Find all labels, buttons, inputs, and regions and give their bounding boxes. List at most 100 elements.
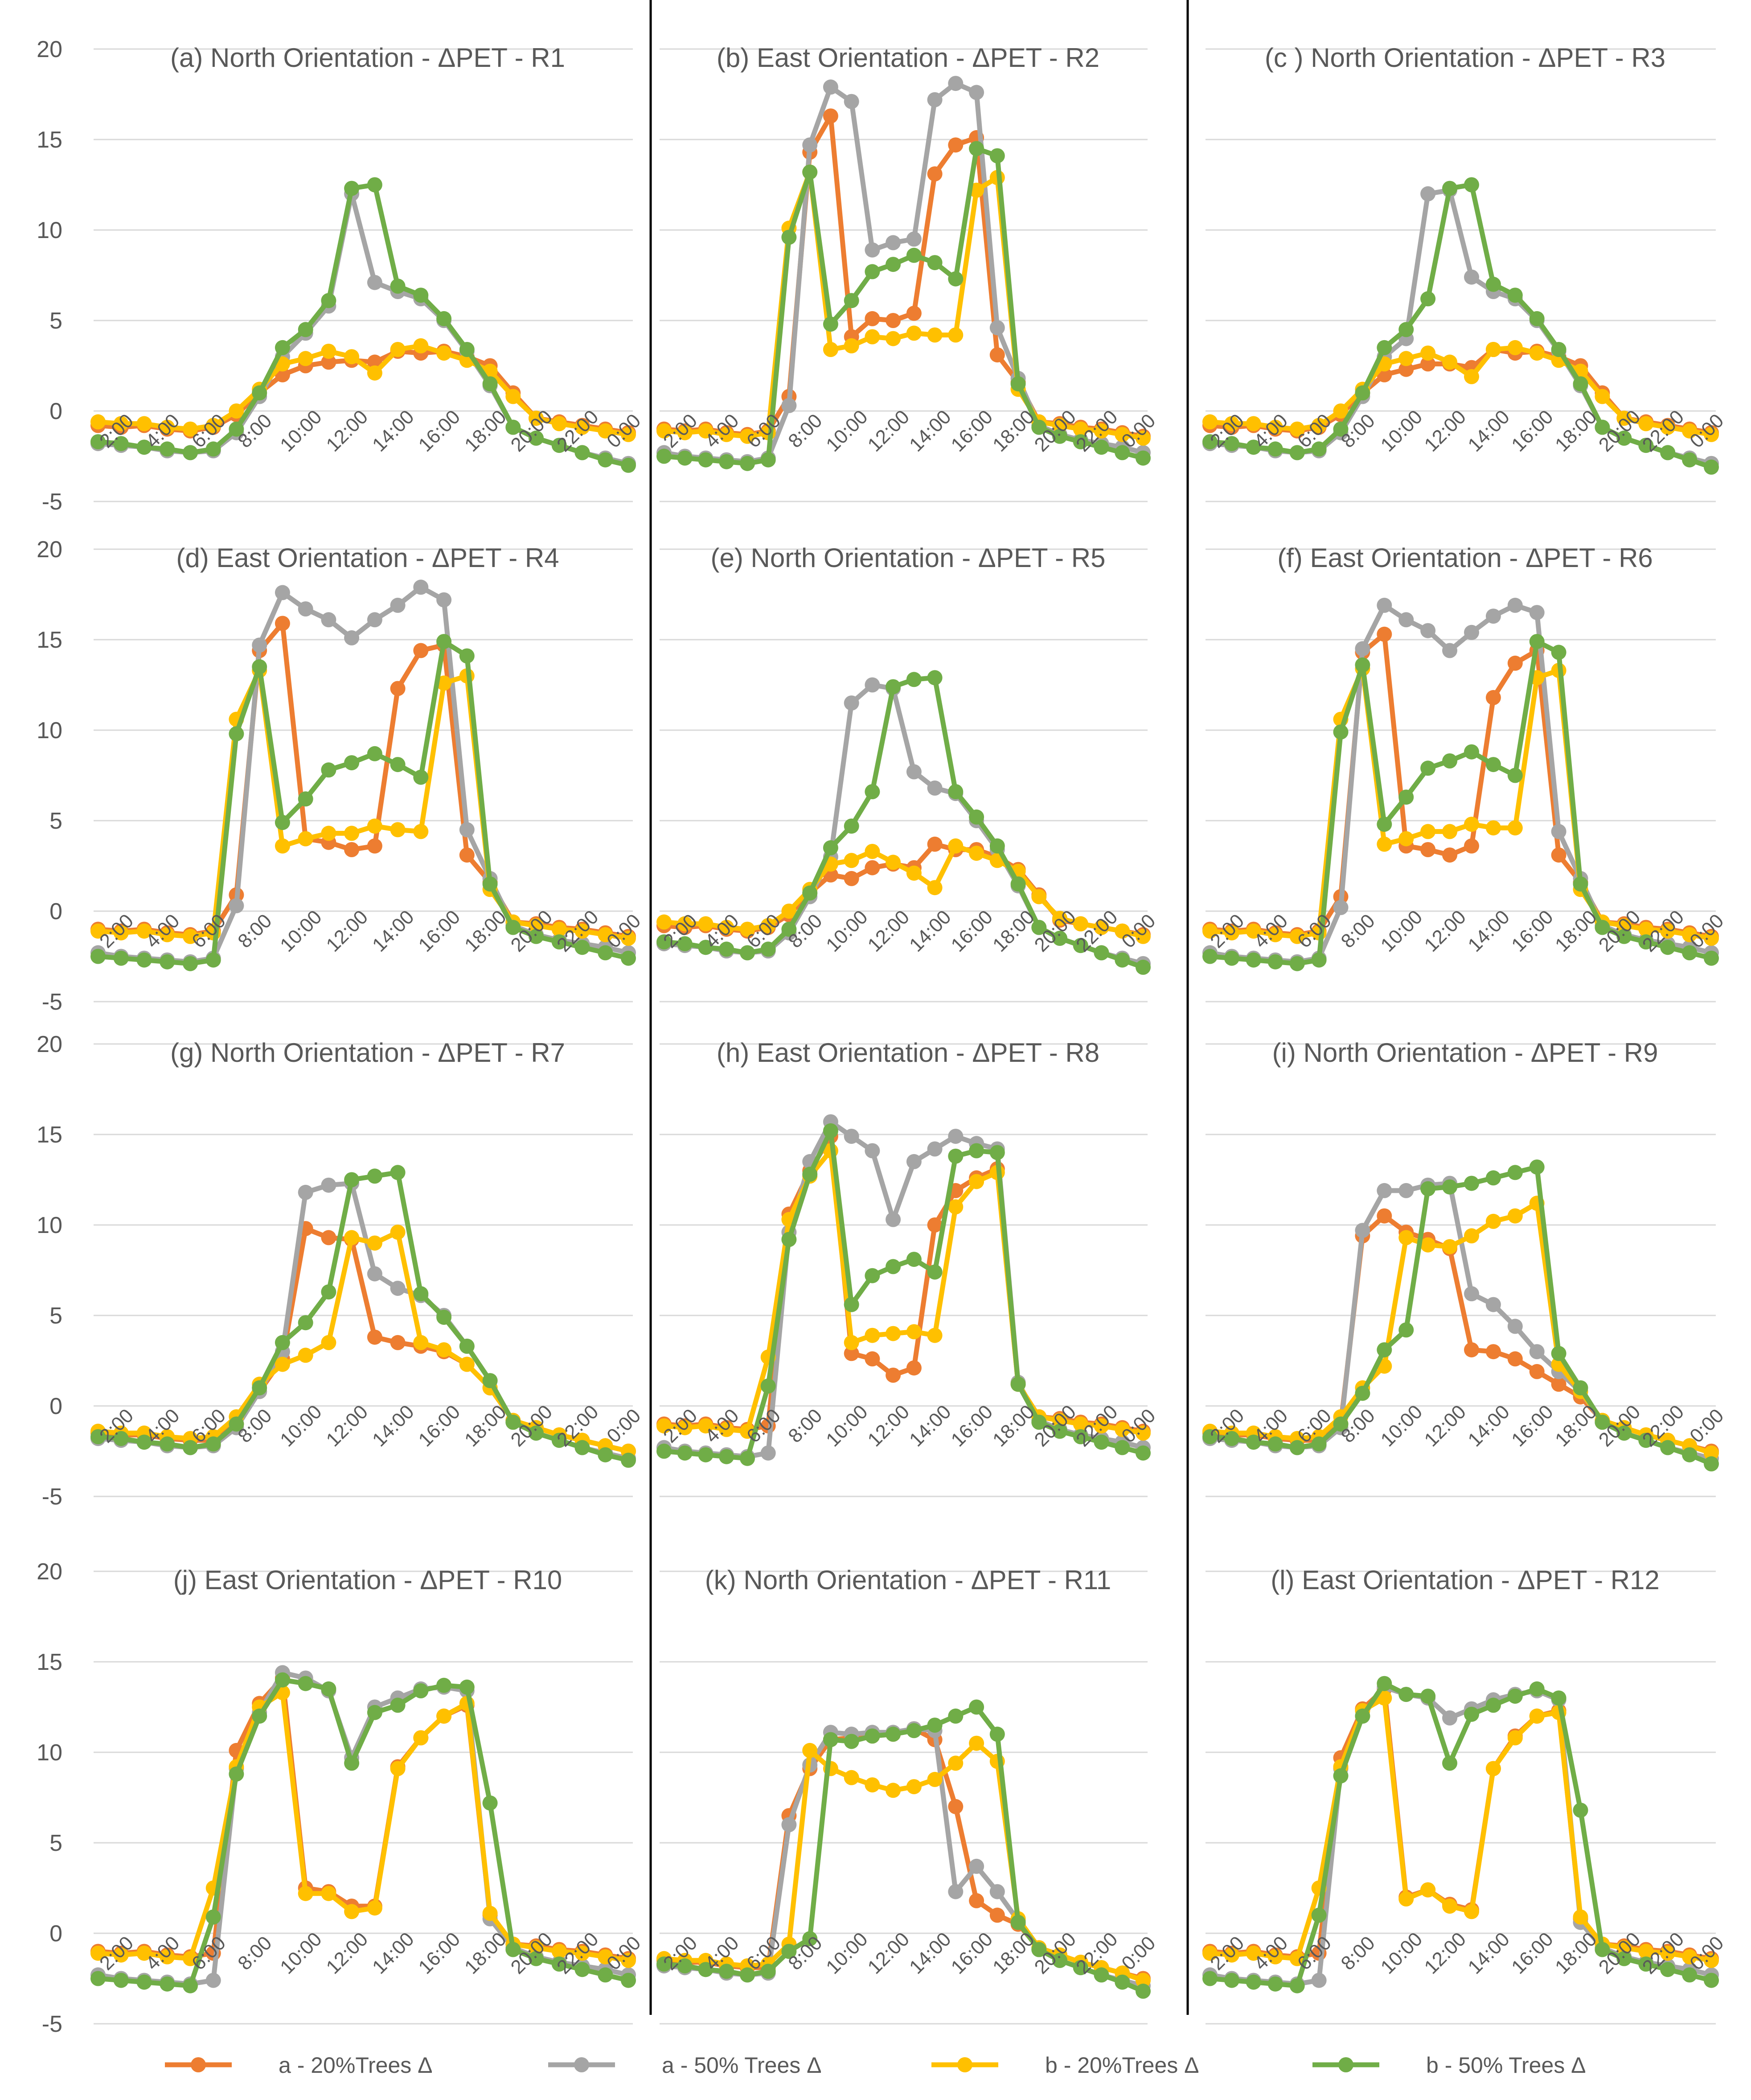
data-point [865, 329, 880, 345]
data-point [1333, 403, 1349, 419]
data-point [1398, 612, 1414, 628]
data-point [1573, 876, 1588, 892]
data-point [1398, 789, 1414, 805]
data-point [436, 1310, 452, 1325]
data-point [989, 1726, 1005, 1742]
data-point [1246, 440, 1261, 455]
data-point [1420, 1689, 1436, 1704]
data-point [321, 293, 336, 308]
data-point [275, 585, 290, 600]
data-point [321, 1335, 336, 1350]
data-point [1595, 1942, 1610, 1957]
y-tick-label: 10 [37, 1740, 62, 1766]
data-point [113, 1431, 129, 1447]
y-tick-label: 5 [49, 1303, 62, 1329]
data-point [760, 452, 776, 468]
data-point [1464, 1228, 1479, 1244]
data-point [160, 441, 175, 457]
data-point [90, 923, 106, 939]
data-point [1485, 1344, 1501, 1360]
y-tick-label: -5 [42, 1484, 62, 1510]
data-point [1289, 445, 1305, 460]
data-point [1420, 356, 1436, 372]
data-point [1529, 1344, 1545, 1360]
data-point [1704, 1973, 1719, 1988]
data-point [844, 338, 859, 353]
data-point [413, 338, 429, 353]
data-point [1398, 1322, 1414, 1338]
data-point [1420, 760, 1436, 776]
data-point [989, 347, 1005, 363]
data-point [1442, 643, 1457, 658]
data-point [1682, 1949, 1698, 1964]
data-point [598, 1447, 613, 1463]
data-point [321, 344, 336, 359]
data-point [390, 1225, 406, 1240]
data-point [1704, 459, 1719, 475]
data-point [344, 755, 360, 771]
data-point [760, 1378, 776, 1394]
data-point [505, 920, 521, 935]
data-point [948, 1755, 964, 1771]
data-point [1682, 927, 1698, 942]
legend: a - 20%Trees Δ a - 50% Trees Δ b - 20%Tree… [165, 2053, 1586, 2078]
data-point [1377, 817, 1392, 832]
data-point [298, 1184, 313, 1200]
legend-marker [1338, 2057, 1353, 2072]
data-point [436, 675, 452, 691]
data-point [948, 271, 964, 287]
data-point [1529, 1681, 1545, 1697]
legend-marker [574, 2057, 589, 2072]
data-point [1616, 929, 1632, 944]
data-point [367, 1266, 382, 1282]
data-point [1573, 376, 1588, 392]
data-point [906, 764, 922, 780]
data-point [551, 1944, 567, 1959]
data-point [1377, 1676, 1392, 1691]
data-point [1377, 340, 1392, 355]
data-point [413, 579, 429, 595]
data-point [1052, 418, 1067, 433]
data-point [1573, 1380, 1588, 1396]
data-point [390, 822, 406, 838]
data-point [252, 385, 267, 401]
data-point [1202, 923, 1218, 939]
data-point [1682, 945, 1698, 961]
data-point [390, 1165, 406, 1180]
data-point [367, 818, 382, 834]
data-point [1333, 421, 1349, 437]
data-point [969, 1893, 984, 1908]
data-point [390, 342, 406, 357]
data-point [1267, 419, 1283, 435]
data-point [321, 1177, 336, 1193]
data-point [160, 954, 175, 970]
data-point [1073, 1960, 1088, 1976]
data-point [948, 137, 964, 153]
data-point [1136, 430, 1151, 446]
data-point [1377, 1183, 1392, 1198]
data-point [906, 1779, 922, 1795]
data-point [1616, 918, 1632, 933]
y-tick-label: 0 [49, 1393, 62, 1419]
data-point [1267, 927, 1283, 942]
y-tick-label: 20 [37, 37, 62, 62]
data-point [413, 1683, 429, 1698]
data-point [413, 824, 429, 839]
data-point [656, 1443, 672, 1459]
data-point [1420, 824, 1436, 839]
data-point [1420, 623, 1436, 638]
data-point [551, 921, 567, 937]
data-point [1682, 1447, 1698, 1463]
data-point [969, 1858, 984, 1874]
data-point [390, 681, 406, 696]
data-point [621, 930, 636, 946]
data-point [1010, 876, 1026, 892]
data-point [1464, 1286, 1479, 1302]
data-point [1246, 416, 1261, 432]
data-point [136, 1945, 152, 1961]
data-point [90, 949, 106, 964]
data-point [1073, 1416, 1088, 1432]
data-point [205, 1436, 221, 1452]
data-point [1638, 921, 1654, 937]
data-point [275, 815, 290, 830]
